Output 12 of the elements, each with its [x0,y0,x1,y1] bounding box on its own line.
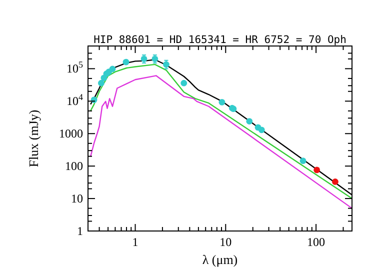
y-tick-label: 100 [65,159,83,174]
y-tick-label: 10$^{5}$ [66,60,84,76]
y-tick-label: 1 [77,224,83,238]
x-axis-title: λ (μm) [202,252,238,267]
y-axis-title: Flux (mJy) [26,110,41,168]
x-tick-label: 100 [307,235,326,249]
x-tick-label: 1 [132,235,138,249]
y-tick-label: 1000 [59,126,83,141]
y-tick-label: 10$^{4}$ [66,92,84,108]
x-tick-label: 10 [220,235,232,249]
y-tick-label: 10 [71,192,83,206]
chart-title: HIP 88601 = HD 165341 = HR 6752 = 70 Oph [94,34,346,46]
